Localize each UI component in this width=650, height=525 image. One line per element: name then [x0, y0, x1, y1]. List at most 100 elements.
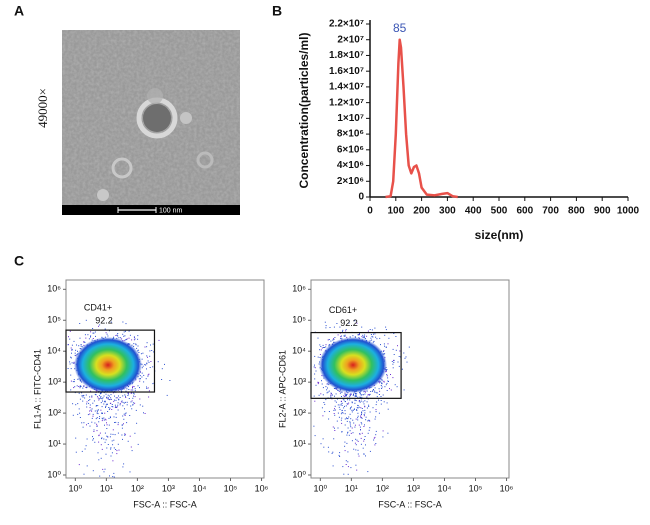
event-dot: [88, 338, 90, 340]
event-dot: [353, 408, 355, 410]
event-dot: [113, 439, 115, 441]
event-dot: [95, 335, 96, 337]
event-dot: [133, 393, 135, 395]
event-dot: [339, 456, 341, 457]
event-dot: [324, 347, 326, 348]
event-dot: [84, 448, 86, 450]
event-dot: [108, 408, 110, 410]
x-tick-label: 300: [439, 206, 456, 217]
event-dot: [84, 397, 86, 399]
event-dot: [146, 386, 147, 388]
event-dot: [92, 436, 93, 438]
event-dot: [93, 431, 95, 432]
event-dot: [381, 382, 383, 384]
event-dot: [125, 397, 127, 398]
event-dot: [71, 348, 73, 350]
event-dot: [75, 349, 77, 351]
event-dot: [380, 400, 382, 401]
event-dot: [343, 395, 345, 397]
event-dot: [370, 391, 372, 392]
event-dot: [332, 339, 334, 341]
event-dot: [374, 436, 376, 438]
y-tick-label: 10⁴: [47, 346, 61, 356]
scale-bar-label: 100 nm: [159, 207, 183, 214]
event-dot: [129, 435, 131, 437]
event-dot: [349, 424, 351, 426]
event-dot: [71, 352, 72, 354]
event-dot: [364, 412, 366, 414]
event-dot: [134, 388, 136, 390]
event-dot: [96, 412, 98, 414]
event-dot: [358, 400, 360, 402]
event-dot: [101, 448, 103, 450]
event-dot: [393, 361, 395, 363]
event-dot: [341, 417, 343, 419]
event-dot: [317, 383, 319, 385]
event-dot: [74, 352, 76, 354]
event-dot: [92, 328, 94, 329]
event-dot: [340, 419, 342, 421]
event-dot: [83, 386, 85, 387]
event-dot: [319, 349, 321, 351]
event-dot: [344, 393, 346, 395]
event-dot: [126, 404, 128, 406]
event-dot: [368, 429, 370, 431]
event-dot: [356, 469, 358, 471]
event-dot: [98, 459, 100, 461]
event-dot: [326, 392, 328, 394]
event-dot: [342, 330, 343, 332]
event-dot: [141, 358, 143, 360]
event-dot: [375, 434, 377, 436]
event-dot: [72, 381, 74, 383]
event-dot: [146, 346, 148, 348]
event-dot: [100, 397, 102, 399]
event-dot: [361, 423, 363, 425]
event-dot: [140, 353, 142, 355]
event-dot: [148, 373, 150, 375]
event-dot: [354, 402, 356, 404]
event-dot: [117, 424, 119, 426]
x-tick-label: 10²: [131, 483, 144, 493]
event-dot: [136, 347, 138, 349]
event-dot: [98, 434, 100, 436]
event-dot: [356, 409, 358, 411]
event-dot: [133, 395, 134, 397]
y-tick-label: 10⁶: [47, 284, 61, 294]
event-dot: [334, 430, 336, 431]
event-dot: [341, 391, 343, 393]
event-dot: [361, 413, 362, 415]
event-dot: [117, 404, 119, 406]
event-dot: [100, 402, 102, 404]
event-dot: [146, 355, 148, 357]
event-dot: [121, 434, 123, 436]
event-dot: [366, 401, 368, 403]
x-tick-label: 10⁴: [438, 483, 452, 493]
event-dot: [339, 404, 341, 406]
event-dot: [373, 389, 374, 390]
event-dot: [85, 337, 87, 339]
event-dot: [130, 389, 132, 391]
event-dot: [125, 339, 127, 341]
event-dot: [99, 393, 101, 395]
event-dot: [346, 442, 348, 444]
event-dot: [122, 438, 123, 440]
event-dot: [335, 393, 337, 395]
event-dot: [322, 438, 324, 440]
event-dot: [115, 335, 117, 336]
event-dot: [113, 447, 115, 449]
event-dot: [128, 330, 130, 332]
event-dot: [337, 412, 339, 414]
event-dot: [122, 395, 124, 397]
event-dot: [355, 464, 357, 466]
event-dot: [353, 394, 354, 395]
event-dot: [376, 338, 378, 340]
event-dot: [69, 361, 71, 363]
event-dot: [139, 387, 140, 389]
event-dot: [325, 327, 327, 329]
line-series: [385, 38, 458, 199]
event-dot: [339, 392, 341, 394]
event-dot: [150, 361, 152, 362]
event-dot: [360, 443, 362, 445]
event-dot: [372, 407, 374, 409]
event-dot: [121, 400, 123, 402]
